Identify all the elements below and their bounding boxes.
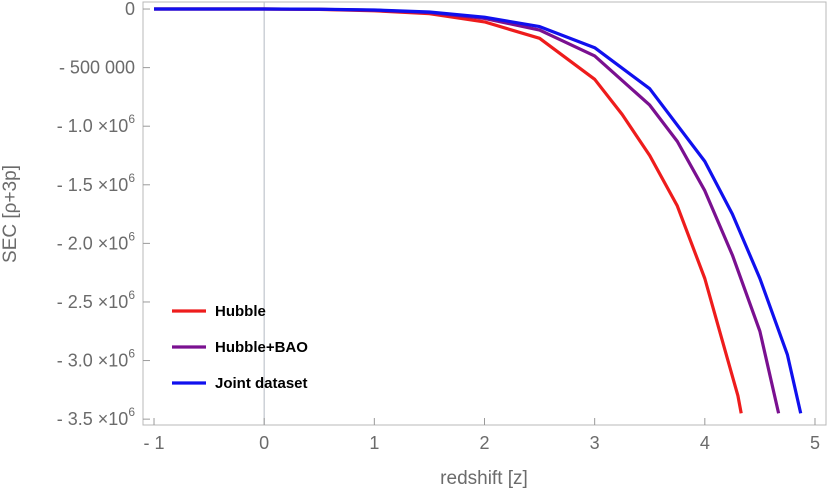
y-tick-label-main: - 500 000	[59, 58, 135, 78]
y-tick-label-exponent: 6	[128, 347, 135, 361]
x-tick-label: 0	[259, 433, 269, 453]
legend-label: Joint dataset	[215, 375, 308, 392]
y-axis-ticks: 0- 500 000- 1.0 ×106- 1.5 ×106- 2.0 ×106…	[57, 0, 150, 429]
x-tick-label: - 1	[144, 433, 165, 453]
series-lines	[154, 7, 803, 414]
x-axis-ticks: - 1 0 1 2 3 4 5	[144, 418, 820, 453]
legend-label: Hubble+BAO	[215, 339, 308, 356]
x-axis-title: redshift [z]	[440, 468, 528, 489]
x-tick-label: 4	[700, 433, 710, 453]
y-tick-label: - 500 000	[59, 58, 135, 78]
y-tick-label-main: - 2.5 ×10	[57, 292, 129, 312]
x-tick-label: 1	[369, 433, 379, 453]
y-tick-label-main: - 2.0 ×10	[57, 233, 129, 253]
y-tick-label: - 3.5 ×106	[57, 405, 136, 429]
legend: Hubble Hubble+BAO Joint dataset	[172, 303, 308, 392]
x-tick-label: 3	[590, 433, 600, 453]
y-tick-label: - 3.0 ×106	[57, 347, 136, 371]
y-axis-title: SEC [ρ+3p]	[0, 165, 21, 263]
y-tick-label-exponent: 6	[128, 112, 135, 126]
series-line-joint-dataset	[154, 7, 803, 414]
y-tick-label-exponent: 6	[128, 229, 135, 243]
y-tick-label: - 1.5 ×106	[57, 171, 136, 195]
y-tick-label-exponent: 6	[128, 288, 135, 302]
y-tick-label: 0	[125, 0, 135, 19]
x-tick-label: 2	[479, 433, 489, 453]
y-tick-label: - 2.0 ×106	[57, 229, 136, 253]
y-tick-label-main: - 1.0 ×10	[57, 116, 129, 136]
x-tick-label: 5	[810, 433, 820, 453]
y-tick-label: - 1.0 ×106	[57, 112, 136, 136]
legend-label: Hubble	[215, 303, 266, 320]
y-tick-label-main: - 3.0 ×10	[57, 351, 129, 371]
y-tick-label-main: - 1.5 ×10	[57, 175, 129, 195]
plot-frame	[142, 1, 827, 426]
y-tick-label-main: - 3.5 ×10	[57, 409, 129, 429]
y-tick-label-exponent: 6	[128, 405, 135, 419]
y-tick-label-main: 0	[125, 0, 135, 19]
y-tick-label-exponent: 6	[128, 171, 135, 185]
y-tick-label: - 2.5 ×106	[57, 288, 136, 312]
